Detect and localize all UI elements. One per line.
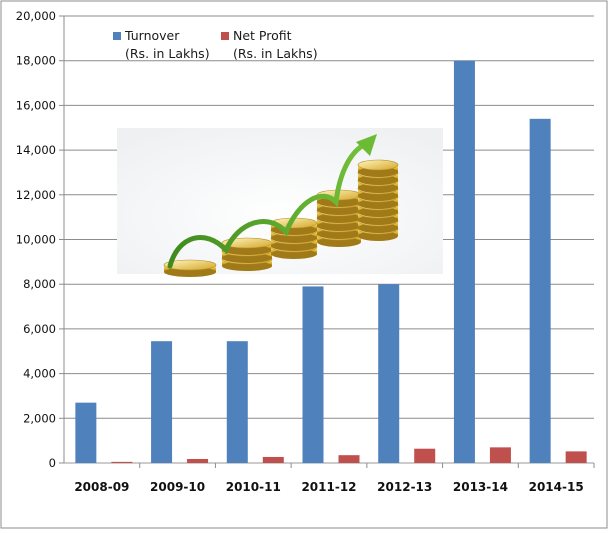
y-tick-label: 10,000	[16, 233, 56, 247]
x-tick-label: 2013-14	[453, 480, 508, 494]
legend-label-turnover: Turnover	[124, 28, 180, 43]
y-tick-label: 4,000	[23, 367, 56, 381]
y-tick-label: 0	[49, 456, 56, 470]
legend-swatch-turnover	[113, 32, 121, 40]
x-axis-labels: 2008-09 2009-10 2010-11 2011-12 2012-13 2013-…	[74, 480, 583, 494]
y-tick-label: 20,000	[16, 9, 56, 23]
legend-label-net-profit: Net Profit	[233, 28, 292, 43]
bar-net-profit	[187, 458, 209, 463]
x-tick-label: 2011-12	[301, 480, 356, 494]
y-tick-label: 6,000	[23, 322, 56, 336]
bar-turnover	[302, 286, 324, 463]
bar-net-profit	[338, 455, 360, 463]
bar-turnover	[226, 341, 248, 463]
y-tick-label: 8,000	[23, 277, 56, 291]
legend-unit-turnover: (Rs. in Lakhs)	[125, 46, 210, 61]
y-tick-label: 12,000	[16, 188, 56, 202]
bar-turnover	[378, 284, 400, 463]
legend-swatch-net-profit	[221, 32, 229, 40]
bar-turnover	[529, 118, 551, 463]
legend: Turnover (Rs. in Lakhs) Net Profit (Rs. …	[113, 28, 318, 61]
bar-turnover	[453, 60, 475, 463]
bar-turnover	[75, 402, 97, 463]
y-tick-label: 16,000	[16, 98, 56, 112]
bar-turnover	[151, 341, 173, 463]
bar-net-profit	[489, 447, 511, 463]
coins-growth-icon	[117, 128, 443, 277]
bar-net-profit	[414, 448, 436, 463]
y-axis-ticks: 0 2,000 4,000 6,000 8,000 10,000 12,000 14,000 1…	[16, 9, 56, 470]
bar-net-profit	[111, 461, 133, 463]
y-tick-label: 18,000	[16, 54, 56, 68]
bar-net-profit	[262, 456, 284, 463]
x-tick-label: 2010-11	[226, 480, 281, 494]
x-tick-label: 2009-10	[150, 480, 205, 494]
x-tick-label: 2014-15	[529, 480, 584, 494]
bars	[75, 60, 587, 463]
y-tick-label: 2,000	[23, 411, 56, 425]
bar-net-profit	[565, 451, 587, 463]
x-tick-label: 2008-09	[74, 480, 129, 494]
y-tick-label: 14,000	[16, 143, 56, 157]
x-tick-label: 2012-13	[377, 480, 432, 494]
legend-unit-net-profit: (Rs. in Lakhs)	[233, 46, 318, 61]
